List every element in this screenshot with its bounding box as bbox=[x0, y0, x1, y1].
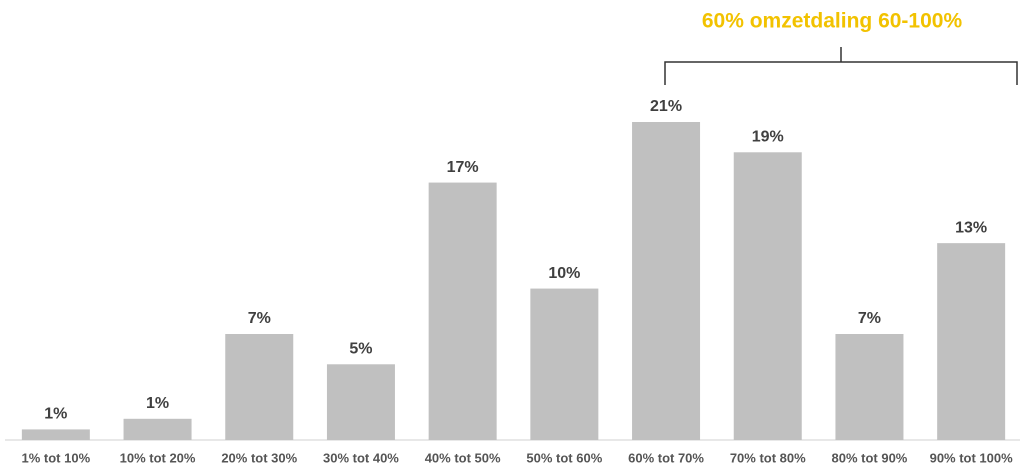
bar bbox=[733, 152, 802, 441]
bar bbox=[530, 288, 599, 440]
x-tick-label: 20% tot 30% bbox=[221, 450, 297, 465]
bracket-line bbox=[664, 61, 1018, 85]
x-tick-label: 90% tot 100% bbox=[930, 450, 1014, 465]
bar bbox=[225, 334, 294, 440]
value-label: 17% bbox=[447, 159, 479, 176]
x-tick-label: 30% tot 40% bbox=[323, 450, 399, 465]
value-label: 10% bbox=[548, 265, 580, 282]
bar bbox=[123, 418, 192, 440]
x-tick-label: 1% tot 10% bbox=[22, 450, 91, 465]
bar bbox=[326, 364, 395, 440]
value-label: 7% bbox=[858, 310, 881, 327]
value-label: 21% bbox=[650, 98, 682, 115]
value-label: 1% bbox=[44, 406, 67, 423]
bar bbox=[428, 182, 497, 441]
x-tick-label: 40% tot 50% bbox=[425, 450, 501, 465]
x-tick-label: 50% tot 60% bbox=[526, 450, 602, 465]
x-tick-label: 10% tot 20% bbox=[120, 450, 196, 465]
bar bbox=[21, 429, 90, 440]
bar bbox=[835, 334, 904, 440]
bracket bbox=[664, 47, 1018, 85]
x-tick-label: 70% tot 80% bbox=[730, 450, 806, 465]
value-label: 5% bbox=[349, 341, 372, 358]
bar bbox=[937, 243, 1006, 440]
x-tick-label: 80% tot 90% bbox=[832, 450, 908, 465]
x-tick-label: 60% tot 70% bbox=[628, 450, 704, 465]
value-label: 7% bbox=[248, 310, 271, 327]
annotation: 60% omzetdaling 60-100% bbox=[702, 10, 963, 33]
value-label: 19% bbox=[752, 129, 784, 146]
value-label: 1% bbox=[146, 395, 169, 412]
value-label: 13% bbox=[955, 219, 987, 236]
bar bbox=[632, 122, 701, 440]
